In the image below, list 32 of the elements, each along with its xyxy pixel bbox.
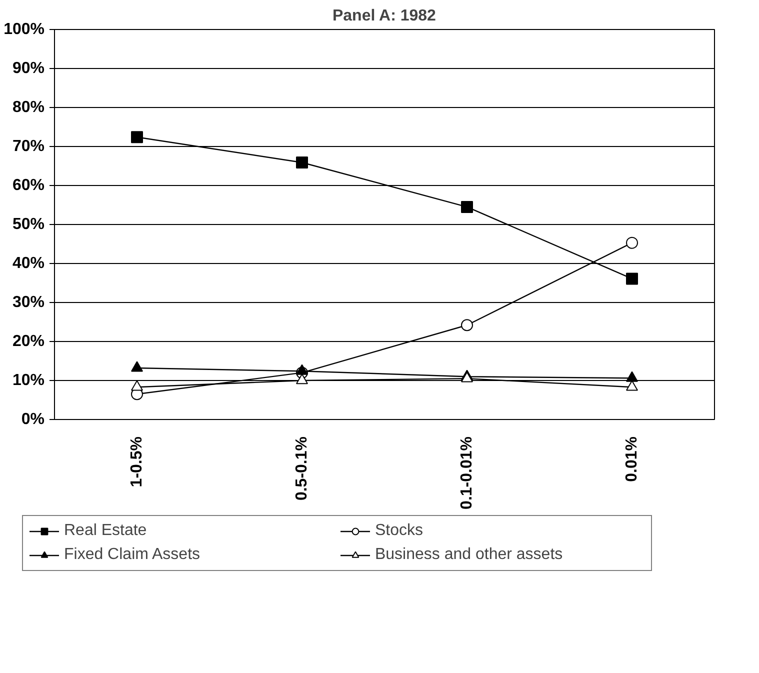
point (626, 371, 638, 382)
point (131, 361, 143, 372)
point (131, 131, 143, 144)
legend-label: Fixed Claim Assets (64, 546, 202, 564)
legend-label: Real Estate (64, 522, 148, 540)
point (296, 374, 308, 384)
y-tick-label: 30% (12, 294, 45, 311)
y-tick-label: 0% (21, 411, 44, 428)
x-tick-label: 0.01% (624, 436, 640, 482)
legend-label: Business and other assets (374, 546, 564, 564)
legend-label: Stocks (374, 522, 424, 540)
point (296, 156, 308, 168)
x-tick-label: 0.5-0.1% (294, 436, 310, 501)
y-tick-label: 90% (12, 60, 45, 77)
y-tick-label: 20% (12, 333, 45, 350)
x-tick-label: 0.1-0.01% (458, 436, 476, 510)
y-tick-label: 40% (12, 255, 45, 272)
y-tick-label: 100% (4, 21, 44, 38)
point (461, 200, 473, 213)
chart-title: Panel A: 1982 (332, 8, 436, 24)
point (626, 272, 638, 285)
y-tick-label: 10% (12, 372, 45, 389)
point (131, 380, 143, 391)
x-tick-label: 1-0.5% (128, 436, 146, 488)
y-tick-label: 50% (12, 216, 45, 233)
point (296, 364, 308, 375)
y-tick-label: 70% (12, 138, 45, 155)
y-tick-label: 80% (12, 99, 45, 116)
point (626, 236, 638, 249)
point (626, 380, 638, 391)
y-tick-label: 60% (12, 177, 45, 194)
point (461, 319, 473, 332)
